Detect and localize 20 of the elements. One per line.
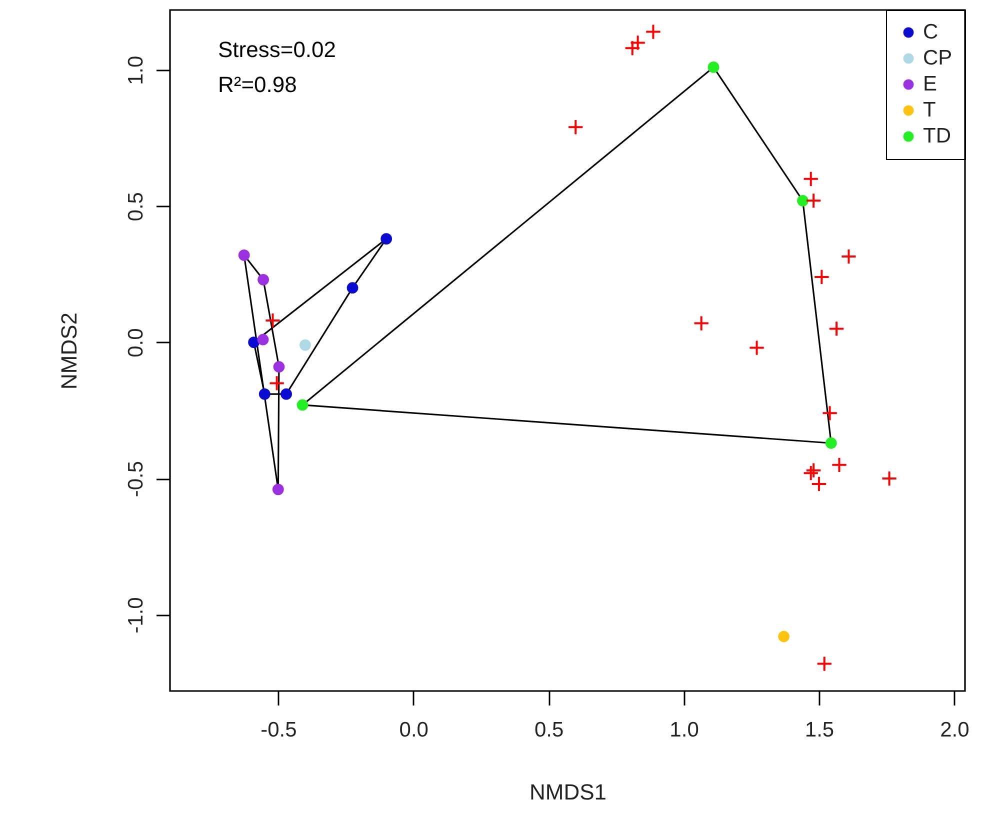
annotation: R²=0.98 bbox=[218, 72, 297, 97]
y-tick-label: 0.0 bbox=[124, 328, 148, 358]
x-tick-label: -0.5 bbox=[260, 718, 297, 742]
annotation: Stress=0.02 bbox=[218, 37, 336, 62]
y-tick-label: -0.5 bbox=[124, 460, 148, 498]
y-tick-label: 1.0 bbox=[124, 56, 148, 86]
x-tick-label: 0.5 bbox=[534, 718, 564, 742]
x-tick-label: 1.0 bbox=[670, 718, 699, 742]
x-tick-label: 1.5 bbox=[804, 718, 834, 742]
legend-label: CP bbox=[923, 46, 952, 70]
legend-label: T bbox=[923, 98, 936, 122]
x-tick-label: 2.0 bbox=[940, 718, 970, 742]
y-tick-label: 0.5 bbox=[124, 192, 148, 222]
legend-label: C bbox=[923, 20, 938, 44]
legend-label: E bbox=[923, 72, 938, 96]
y-axis-title: NMDS2 bbox=[56, 312, 82, 390]
legend-label: TD bbox=[923, 124, 951, 148]
x-axis-title: NMDS1 bbox=[529, 780, 607, 804]
x-tick-label: 0.0 bbox=[399, 718, 428, 742]
y-tick-label: -1.0 bbox=[124, 597, 148, 634]
